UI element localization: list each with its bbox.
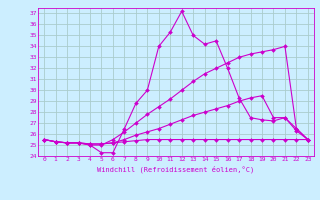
X-axis label: Windchill (Refroidissement éolien,°C): Windchill (Refroidissement éolien,°C) — [97, 165, 255, 173]
